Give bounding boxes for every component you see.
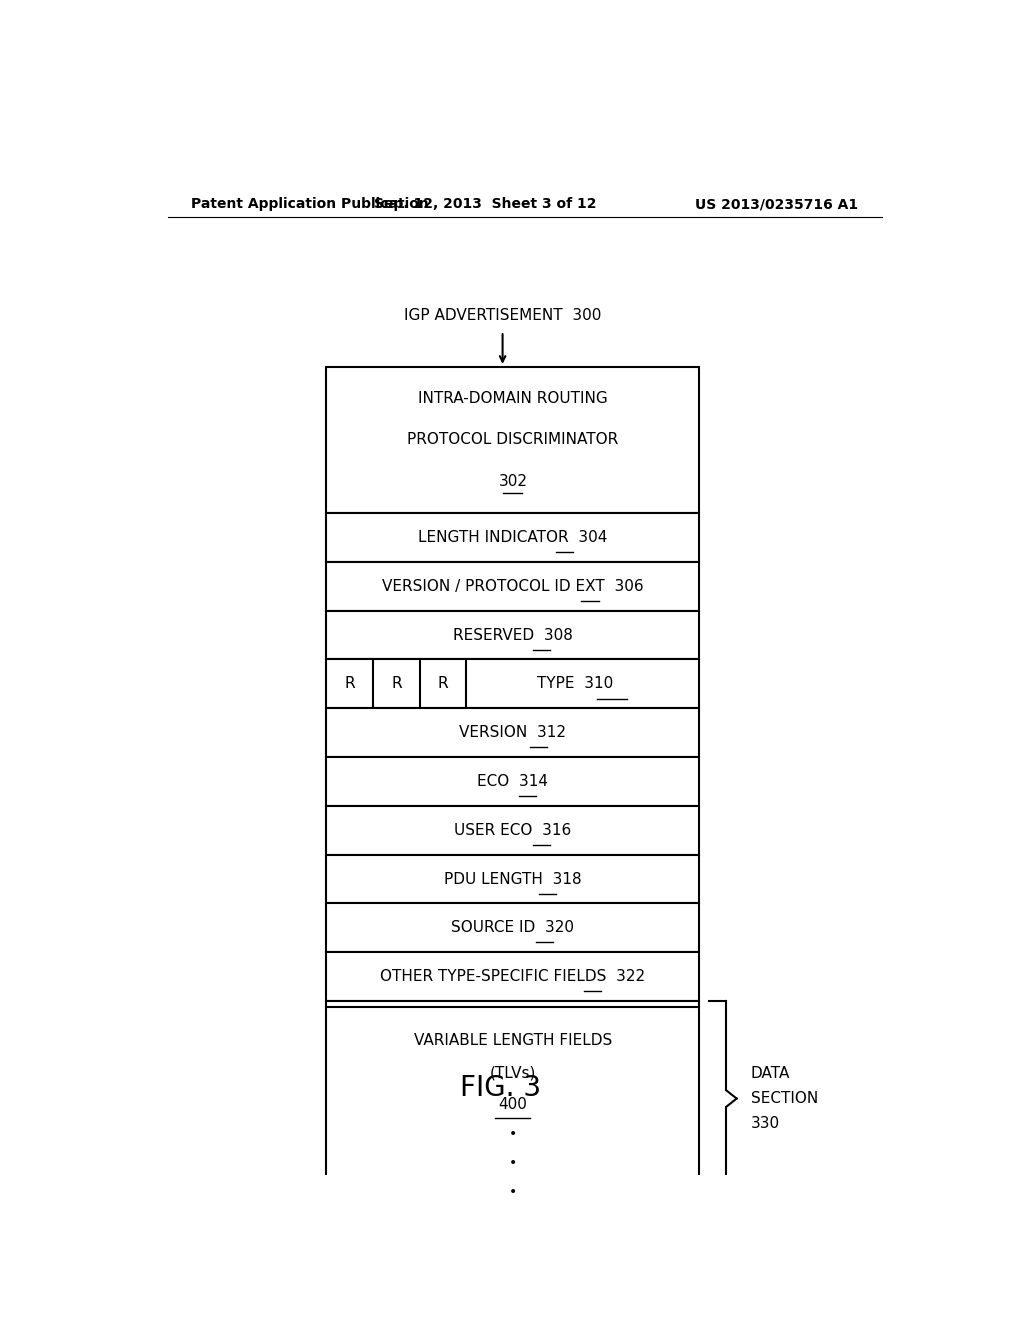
Text: USER ECO  316: USER ECO 316 xyxy=(455,822,571,838)
Text: •: • xyxy=(509,1156,517,1170)
Text: R: R xyxy=(344,676,355,692)
Bar xyxy=(327,903,699,952)
Text: OTHER TYPE-SPECIFIC FIELDS  322: OTHER TYPE-SPECIFIC FIELDS 322 xyxy=(380,969,645,985)
Text: VERSION  312: VERSION 312 xyxy=(460,725,566,741)
Text: IGP ADVERTISEMENT  300: IGP ADVERTISEMENT 300 xyxy=(403,308,601,323)
Text: ECO  314: ECO 314 xyxy=(477,774,549,789)
Bar xyxy=(327,709,699,758)
Text: •: • xyxy=(509,1127,517,1140)
Text: 400: 400 xyxy=(499,1097,527,1111)
Bar xyxy=(327,562,699,611)
Text: TYPE  310: TYPE 310 xyxy=(537,676,613,692)
Text: VARIABLE LENGTH FIELDS: VARIABLE LENGTH FIELDS xyxy=(414,1032,612,1048)
Bar xyxy=(327,854,699,903)
Text: PROTOCOL DISCRIMINATOR: PROTOCOL DISCRIMINATOR xyxy=(408,433,618,447)
Bar xyxy=(327,1001,699,1196)
Text: INTRA-DOMAIN ROUTING: INTRA-DOMAIN ROUTING xyxy=(418,391,608,405)
Bar xyxy=(327,513,699,562)
Text: •: • xyxy=(509,1185,517,1200)
Text: US 2013/0235716 A1: US 2013/0235716 A1 xyxy=(695,197,858,211)
Bar xyxy=(327,611,699,660)
Text: FIG. 3: FIG. 3 xyxy=(461,1074,542,1102)
Text: Sep. 12, 2013  Sheet 3 of 12: Sep. 12, 2013 Sheet 3 of 12 xyxy=(374,197,596,211)
Text: RESERVED  308: RESERVED 308 xyxy=(453,627,572,643)
Bar xyxy=(327,805,699,854)
Text: VERSION / PROTOCOL ID EXT  306: VERSION / PROTOCOL ID EXT 306 xyxy=(382,578,644,594)
Bar xyxy=(327,660,699,709)
Text: 330: 330 xyxy=(751,1117,780,1131)
Bar xyxy=(327,758,699,805)
Text: 302: 302 xyxy=(499,474,527,490)
Bar xyxy=(327,952,699,1001)
Text: SECTION: SECTION xyxy=(751,1092,818,1106)
Text: PDU LENGTH  318: PDU LENGTH 318 xyxy=(444,871,582,887)
Text: (TLVs): (TLVs) xyxy=(489,1065,537,1081)
Text: LENGTH INDICATOR  304: LENGTH INDICATOR 304 xyxy=(418,531,607,545)
Text: R: R xyxy=(391,676,401,692)
Text: Patent Application Publication: Patent Application Publication xyxy=(191,197,429,211)
Text: R: R xyxy=(437,676,449,692)
Bar xyxy=(327,367,699,513)
Text: DATA: DATA xyxy=(751,1065,791,1081)
Text: SOURCE ID  320: SOURCE ID 320 xyxy=(452,920,574,936)
